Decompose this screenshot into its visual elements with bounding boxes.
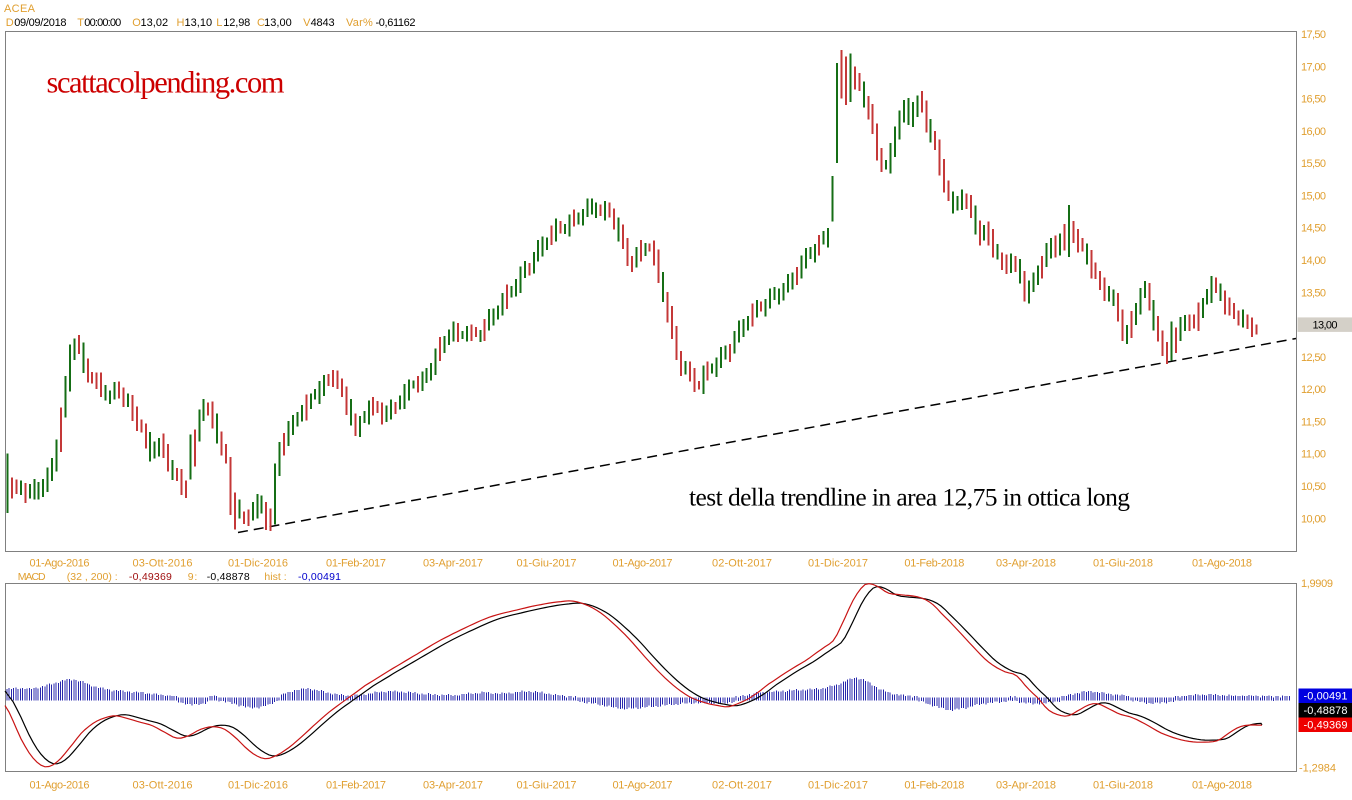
svg-text:11,50: 11,50	[1301, 416, 1326, 428]
svg-text:H: H	[177, 17, 185, 29]
svg-text:13,02: 13,02	[141, 17, 169, 29]
svg-text:D: D	[6, 17, 14, 29]
svg-text:12,98: 12,98	[223, 17, 250, 29]
svg-text:13,50: 13,50	[1301, 287, 1326, 299]
svg-text:03-Ott-2016: 03-Ott-2016	[133, 780, 193, 792]
svg-text:01-Ago-2018: 01-Ago-2018	[1192, 780, 1252, 792]
svg-text:-0,00491: -0,00491	[1304, 691, 1348, 703]
svg-text:4843: 4843	[311, 17, 335, 29]
svg-text:(32 , 200) :: (32 , 200) :	[67, 571, 118, 583]
svg-text:09/09/2018: 09/09/2018	[14, 17, 66, 29]
svg-text:01-Giu-2018: 01-Giu-2018	[1093, 780, 1153, 792]
svg-text:17,00: 17,00	[1301, 61, 1326, 73]
svg-text:01-Feb-2017: 01-Feb-2017	[326, 780, 386, 792]
svg-text:-0,48878: -0,48878	[207, 571, 250, 583]
svg-text:00:00:00: 00:00:00	[84, 17, 121, 29]
svg-text:-0,61162: -0,61162	[376, 17, 416, 29]
svg-text:12,00: 12,00	[1301, 384, 1326, 396]
svg-text:01-Feb-2018: 01-Feb-2018	[904, 558, 964, 570]
svg-text:03-Apr-2018: 03-Apr-2018	[996, 558, 1056, 570]
svg-text:03-Apr-2017: 03-Apr-2017	[423, 780, 483, 792]
svg-text:15,00: 15,00	[1301, 190, 1326, 202]
svg-text:01-Ago-2017: 01-Ago-2017	[613, 558, 673, 570]
svg-text:01-Ago-2016: 01-Ago-2016	[30, 558, 90, 570]
svg-text:C: C	[257, 17, 265, 29]
svg-text:14,50: 14,50	[1301, 223, 1326, 235]
svg-text:10,00: 10,00	[1301, 513, 1326, 525]
svg-text:01-Giu-2018: 01-Giu-2018	[1093, 558, 1153, 570]
svg-text:17,50: 17,50	[1301, 29, 1326, 41]
svg-text:01-Dic-2016: 01-Dic-2016	[228, 558, 288, 570]
svg-text:02-Ott-2017: 02-Ott-2017	[712, 558, 772, 570]
svg-text:01-Giu-2017: 01-Giu-2017	[517, 780, 577, 792]
svg-text:Var%: Var%	[346, 17, 373, 29]
svg-text:02-Ott-2017: 02-Ott-2017	[712, 780, 772, 792]
svg-text:-0,49369: -0,49369	[129, 571, 172, 583]
svg-text:01-Dic-2016: 01-Dic-2016	[228, 780, 288, 792]
svg-text:9 :: 9 :	[188, 571, 198, 583]
svg-text:14,00: 14,00	[1301, 255, 1326, 267]
svg-text:12,50: 12,50	[1301, 352, 1326, 364]
svg-text:16,00: 16,00	[1301, 126, 1326, 138]
svg-text:01-Ago-2016: 01-Ago-2016	[30, 780, 90, 792]
svg-text:01-Feb-2017: 01-Feb-2017	[326, 558, 386, 570]
svg-text:03-Apr-2017: 03-Apr-2017	[423, 558, 483, 570]
svg-text:1,9909: 1,9909	[1301, 578, 1333, 590]
svg-text:01-Ago-2017: 01-Ago-2017	[613, 780, 673, 792]
svg-text:O: O	[132, 17, 141, 29]
svg-text:16,50: 16,50	[1301, 94, 1326, 106]
svg-text:03-Ott-2016: 03-Ott-2016	[133, 558, 193, 570]
svg-text:01-Giu-2017: 01-Giu-2017	[517, 558, 577, 570]
svg-text:01-Dic-2017: 01-Dic-2017	[808, 780, 868, 792]
svg-text:L: L	[216, 17, 222, 29]
svg-text:T: T	[77, 17, 84, 29]
svg-text:13,00: 13,00	[1313, 320, 1338, 332]
svg-text:01-Ago-2018: 01-Ago-2018	[1192, 558, 1252, 570]
svg-text:scattacolpending.com: scattacolpending.com	[47, 66, 285, 100]
svg-text:hist :: hist :	[264, 571, 286, 583]
svg-text:13,00: 13,00	[264, 17, 292, 29]
svg-text:ACEA: ACEA	[4, 3, 36, 15]
svg-text:10,50: 10,50	[1301, 481, 1326, 493]
svg-text:V: V	[303, 17, 311, 29]
svg-text:13,10: 13,10	[185, 17, 213, 29]
svg-text:11,00: 11,00	[1301, 449, 1326, 461]
svg-text:-0,48878: -0,48878	[1304, 705, 1348, 717]
svg-text:01-Feb-2018: 01-Feb-2018	[904, 780, 964, 792]
svg-text:-0,49369: -0,49369	[1304, 720, 1348, 732]
svg-text:15,50: 15,50	[1301, 158, 1326, 170]
svg-text:03-Apr-2018: 03-Apr-2018	[996, 780, 1056, 792]
svg-text:01-Dic-2017: 01-Dic-2017	[808, 558, 868, 570]
svg-text:-1,2984: -1,2984	[1299, 763, 1336, 775]
svg-text:test della trendline in area 1: test della trendline in area 12,75 in ot…	[689, 483, 1130, 512]
svg-text:-0,00491: -0,00491	[298, 571, 341, 583]
svg-text:MACD: MACD	[18, 571, 46, 583]
